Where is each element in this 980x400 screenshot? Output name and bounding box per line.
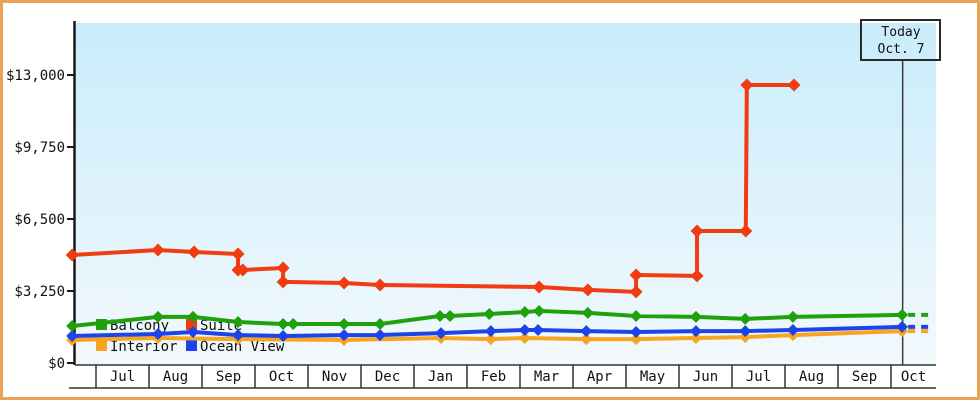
legend-swatch-suite bbox=[186, 319, 197, 330]
series-marker-ocean_view bbox=[689, 325, 702, 338]
series-marker-suite bbox=[337, 276, 351, 290]
month-axis-band: Jul Aug Sep Oct Nov Dec Jan Feb Mar Apr May Jun Jul A… bbox=[69, 364, 936, 389]
series-marker-ocean_view bbox=[786, 323, 799, 336]
month-label: Jul bbox=[110, 369, 135, 385]
today-box: Today Oct. 7 bbox=[860, 19, 941, 61]
series-marker-balcony bbox=[186, 310, 199, 323]
y-tick-label: $9,750 bbox=[14, 140, 65, 156]
series-marker-balcony bbox=[338, 318, 351, 331]
series-lines bbox=[65, 78, 934, 346]
month-label: Jan bbox=[428, 369, 453, 385]
series-marker-suite bbox=[581, 283, 595, 297]
month-label: Apr bbox=[587, 369, 612, 385]
series-marker-suite bbox=[236, 263, 250, 277]
series-marker-suite bbox=[532, 280, 546, 294]
y-tick-label: $13,000 bbox=[6, 68, 65, 84]
series-marker-ocean_view bbox=[277, 329, 290, 342]
series-marker-ocean_view bbox=[739, 325, 752, 338]
series-marker-balcony bbox=[739, 312, 752, 325]
month-label: Mar bbox=[534, 369, 559, 385]
series-marker-ocean_view bbox=[532, 323, 545, 336]
series-marker-interior bbox=[580, 333, 593, 346]
series-marker-ocean_view bbox=[896, 320, 909, 333]
month-label: Sep bbox=[216, 369, 241, 385]
series-marker-balcony bbox=[581, 306, 594, 319]
series-marker-ocean_view bbox=[630, 325, 643, 338]
legend-swatch-ocean_view bbox=[186, 340, 197, 351]
series-marker-balcony bbox=[630, 310, 643, 323]
series-marker-balcony bbox=[483, 308, 496, 321]
axes: $0 $3,250 $6,500 $9,750 $13,000 bbox=[6, 21, 76, 372]
legend-label-interior: Interior bbox=[110, 339, 177, 355]
month-label: Dec bbox=[375, 369, 400, 385]
month-label: Nov bbox=[322, 369, 347, 385]
series-marker-suite bbox=[276, 261, 290, 275]
series-marker-balcony bbox=[277, 318, 290, 331]
series-marker-balcony bbox=[518, 306, 531, 319]
series-marker-ocean_view bbox=[338, 329, 351, 342]
series-marker-interior bbox=[689, 331, 702, 344]
series-marker-suite bbox=[690, 224, 704, 238]
y-tick-label: $3,250 bbox=[14, 284, 65, 300]
series-marker-interior bbox=[484, 333, 497, 346]
month-label: Sep bbox=[852, 369, 877, 385]
series-marker-suite bbox=[187, 245, 201, 259]
y-tick-label: $0 bbox=[48, 356, 65, 372]
series-marker-ocean_view bbox=[66, 329, 79, 342]
series-marker-balcony bbox=[287, 318, 300, 331]
series-marker-suite bbox=[151, 243, 165, 257]
series-marker-suite bbox=[787, 78, 801, 92]
month-label: May bbox=[640, 369, 665, 385]
price-history-chart: $0 $3,250 $6,500 $9,750 $13,000 Jul Aug Sep Oct… bbox=[6, 19, 941, 389]
series-marker-ocean_view bbox=[435, 327, 448, 340]
y-tick-label: $6,500 bbox=[14, 212, 65, 228]
series-marker-balcony bbox=[533, 304, 546, 317]
series-marker-balcony bbox=[896, 308, 909, 321]
series-marker-suite bbox=[231, 247, 245, 261]
series-marker-suite bbox=[739, 224, 753, 238]
today-box-frame bbox=[860, 19, 941, 61]
series-marker-ocean_view bbox=[186, 325, 199, 338]
series-marker-balcony bbox=[433, 310, 446, 323]
series-marker-suite bbox=[629, 285, 643, 299]
month-label: Oct bbox=[901, 369, 926, 385]
series-marker-suite bbox=[65, 248, 79, 262]
series-marker-suite bbox=[690, 269, 704, 283]
month-label: Aug bbox=[799, 369, 824, 385]
series-marker-interior bbox=[518, 331, 531, 344]
today-box-line1: Today bbox=[881, 25, 920, 40]
series-marker-balcony bbox=[444, 310, 457, 323]
legend-swatch-interior bbox=[96, 340, 107, 351]
series-marker-ocean_view bbox=[518, 323, 531, 336]
series-marker-ocean_view bbox=[484, 325, 497, 338]
series-marker-ocean_view bbox=[152, 327, 165, 340]
month-label: Jun bbox=[693, 369, 718, 385]
series-marker-balcony bbox=[374, 318, 387, 331]
series-marker-suite bbox=[276, 275, 290, 289]
series-marker-suite bbox=[373, 278, 387, 292]
month-label: Oct bbox=[269, 369, 294, 385]
month-label: Feb bbox=[481, 369, 506, 385]
series-marker-balcony bbox=[152, 310, 165, 323]
month-label: Aug bbox=[163, 369, 188, 385]
series-marker-interior bbox=[630, 333, 643, 346]
today-box-line2: Oct. 7 bbox=[878, 42, 925, 57]
series-marker-suite bbox=[629, 268, 643, 282]
series-marker-ocean_view bbox=[580, 325, 593, 338]
series-marker-balcony bbox=[689, 310, 702, 323]
series-marker-balcony bbox=[786, 310, 799, 323]
series-marker-balcony bbox=[232, 316, 245, 329]
series-marker-ocean_view bbox=[374, 329, 387, 342]
series-marker-suite bbox=[740, 78, 754, 92]
series-marker-balcony bbox=[66, 320, 79, 333]
legend-label-ocean_view: Ocean View bbox=[200, 339, 285, 355]
month-label: Jul bbox=[746, 369, 771, 385]
series-marker-ocean_view bbox=[232, 329, 245, 342]
